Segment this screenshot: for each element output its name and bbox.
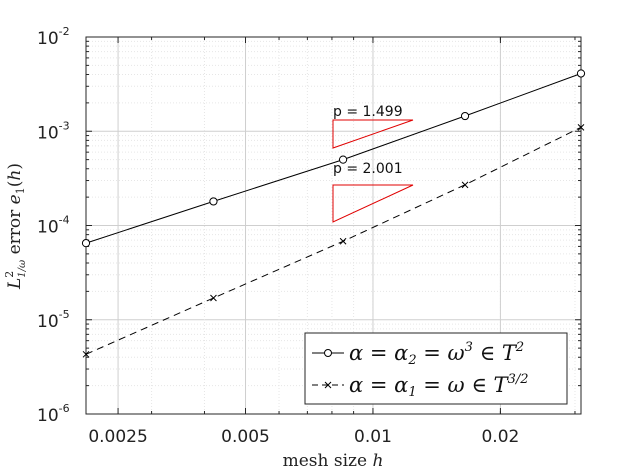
svg-text:L21/ω error e1(h): L21/ω error e1(h) — [3, 163, 28, 290]
data-point — [461, 181, 469, 189]
legend-entry-1: α = α2 = ω3 ∈ T2 — [312, 340, 524, 368]
x-tick-labels: 0.0025 0.005 0.01 0.02 — [88, 427, 519, 447]
y-tick-labels: 10-2 10-3 10-4 10-5 10-6 — [37, 25, 70, 426]
slope-label-2: p = 2.001 — [333, 161, 403, 177]
y-tick-label: 10-6 — [37, 402, 70, 426]
x-axis-label: mesh size h — [283, 451, 384, 471]
series-2 — [82, 123, 585, 358]
data-point — [339, 237, 347, 245]
x-tick-label: 0.01 — [354, 427, 392, 447]
legend-entry-2: α = α1 = ω ∈ T3/2 — [312, 372, 529, 400]
data-point — [460, 111, 470, 121]
data-point — [577, 123, 585, 131]
x-tick-label: 0.005 — [221, 427, 270, 447]
data-point — [209, 197, 218, 206]
y-tick-label: 10-3 — [37, 119, 70, 143]
legend: α = α2 = ω3 ∈ T2 α = α1 = ω ∈ T3/2 — [304, 332, 568, 405]
x-tick-label: 0.02 — [481, 427, 519, 447]
data-point — [210, 294, 217, 302]
y-tick-label: 10-4 — [37, 214, 70, 238]
slope-triangle-2: p = 2.001 — [332, 161, 414, 223]
data-point — [81, 239, 91, 248]
legend-label-1: α = α2 = ω3 ∈ T2 — [349, 340, 524, 368]
y-tick-label: 10-2 — [37, 25, 70, 49]
slope-label-1: p = 1.499 — [333, 104, 403, 120]
x-tick-label: 0.0025 — [88, 427, 147, 447]
y-axis-label: L21/ω error e1(h) — [3, 163, 28, 290]
series-group — [81, 69, 586, 358]
data-point — [576, 69, 586, 78]
slope-triangle-1: p = 1.499 — [332, 104, 414, 149]
series-1 — [81, 69, 586, 248]
y-tick-label: 10-5 — [37, 308, 70, 332]
data-point — [82, 350, 90, 358]
data-point — [338, 155, 348, 164]
legend-label-2: α = α1 = ω ∈ T3/2 — [349, 372, 529, 400]
